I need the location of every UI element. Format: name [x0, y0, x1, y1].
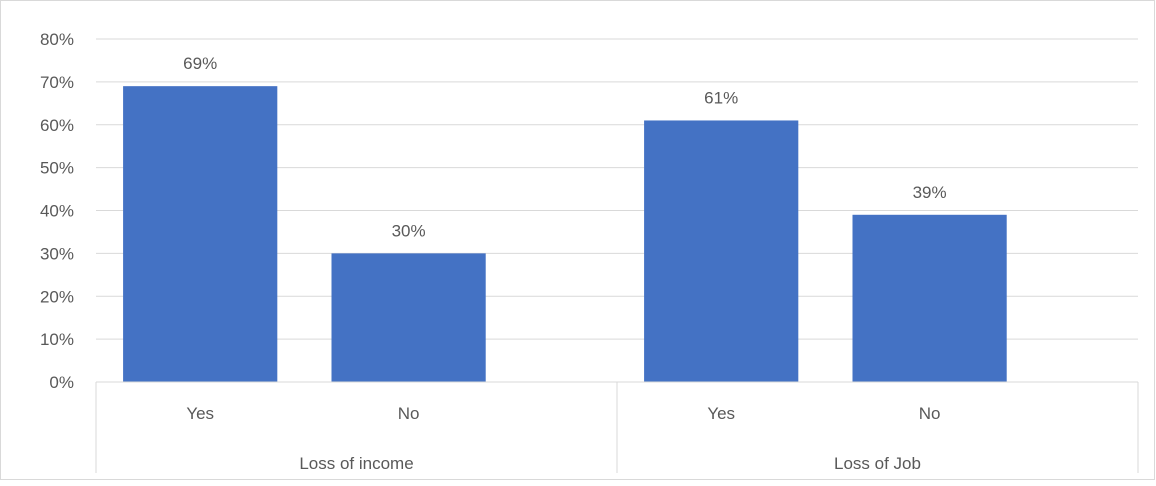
x-category-label: No — [398, 404, 420, 423]
bar — [123, 86, 278, 382]
data-label: 30% — [392, 221, 426, 240]
y-tick-label: 60% — [40, 116, 74, 135]
y-axis: 0% 10% 20% 30% 40% 50% 60% 70% 80% — [40, 30, 74, 392]
x-category-label: Yes — [707, 404, 735, 423]
y-tick-label: 40% — [40, 202, 74, 221]
bar — [852, 214, 1007, 382]
x-axis: Yes No Loss of income Yes No Loss of Job — [95, 381, 1139, 473]
data-label: 61% — [704, 88, 738, 107]
data-label: 69% — [183, 54, 217, 73]
x-group-label: Loss of income — [299, 454, 413, 473]
x-category-label: No — [919, 404, 941, 423]
bars — [123, 86, 1007, 383]
data-labels: 69% 30% 61% 39% — [183, 54, 946, 240]
y-tick-label: 10% — [40, 330, 74, 349]
y-tick-label: 20% — [40, 287, 74, 306]
x-group-label: Loss of Job — [834, 454, 921, 473]
data-label: 39% — [913, 183, 947, 202]
y-tick-label: 0% — [49, 373, 74, 392]
y-tick-label: 70% — [40, 73, 74, 92]
x-category-label: Yes — [186, 404, 214, 423]
y-tick-label: 30% — [40, 244, 74, 263]
bar — [331, 253, 486, 382]
bar — [644, 120, 799, 383]
y-tick-label: 80% — [40, 30, 74, 49]
y-tick-label: 50% — [40, 159, 74, 178]
